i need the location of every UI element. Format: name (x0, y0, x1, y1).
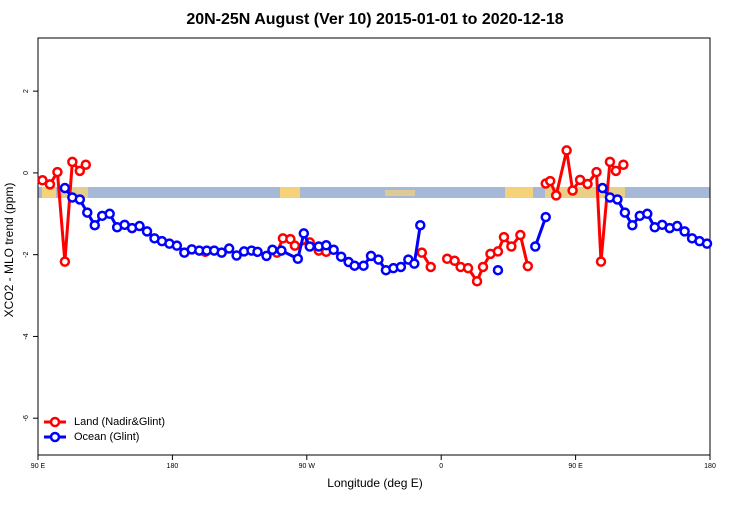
point (395, 261, 407, 273)
legend-marker (49, 431, 61, 443)
point (104, 208, 115, 220)
point (610, 165, 622, 177)
x-tick-label: 90 W (299, 463, 316, 470)
point (567, 185, 578, 196)
point (141, 226, 153, 237)
point (515, 229, 526, 241)
point (52, 166, 63, 178)
point (82, 207, 93, 218)
plot-frame (37, 37, 711, 456)
x-axis-label: Longitude (deg E) (327, 476, 422, 490)
point (492, 264, 504, 276)
chart-title: 20N-25N August (Ver 10) 2015-01-01 to 20… (186, 11, 563, 28)
point (223, 243, 235, 254)
point (612, 194, 623, 205)
series-line (41, 150, 625, 285)
point (409, 258, 420, 269)
point (59, 182, 71, 194)
point (618, 159, 629, 170)
point (74, 165, 86, 177)
point (471, 276, 483, 287)
point (216, 247, 227, 258)
point (89, 219, 100, 231)
point (595, 256, 607, 267)
point (261, 250, 272, 262)
point (44, 179, 56, 190)
x-tick-label: 180 (167, 463, 179, 470)
point (67, 156, 78, 168)
x-tick-label: 0 (439, 463, 443, 470)
point (298, 228, 310, 239)
point (292, 253, 304, 265)
point (477, 261, 489, 273)
point (358, 260, 369, 271)
point (679, 226, 690, 237)
point (59, 256, 71, 267)
x-tick-label: 90 E (31, 463, 46, 470)
x-tick-label: 180 (704, 463, 716, 470)
point (252, 246, 263, 258)
point (561, 145, 572, 156)
point (80, 159, 92, 170)
y-axis-label: XCO2 - MLO trend (ppm) (2, 183, 16, 318)
point (415, 219, 426, 231)
point (701, 238, 713, 249)
y-tick-label: -4 (23, 333, 30, 339)
point (134, 220, 145, 232)
point (642, 208, 653, 220)
point (627, 219, 638, 231)
point (37, 175, 48, 186)
legend-marker (49, 416, 61, 428)
point (671, 220, 683, 232)
point (320, 240, 332, 251)
point (492, 246, 504, 257)
point (574, 174, 586, 186)
point (449, 255, 460, 267)
y-tick-label: -2 (23, 251, 30, 257)
point (416, 247, 428, 258)
y-tick-label: 2 (23, 89, 30, 93)
legend-label: Ocean (Glint) (74, 431, 139, 443)
point (544, 175, 556, 187)
point (462, 262, 474, 274)
point (335, 251, 347, 262)
point (231, 250, 242, 261)
point (619, 207, 631, 218)
point (328, 244, 339, 256)
point (591, 166, 602, 178)
y-tick-label: -6 (23, 415, 30, 421)
point (582, 178, 593, 190)
point (425, 261, 436, 273)
point (498, 231, 510, 243)
point (373, 254, 384, 265)
point (506, 241, 517, 252)
point (604, 156, 616, 168)
point (522, 260, 534, 272)
point (267, 244, 278, 256)
point (597, 182, 608, 194)
legend-label: Land (Nadir&Glint) (74, 416, 165, 428)
point (530, 241, 541, 252)
y-tick-label: 0 (23, 171, 30, 175)
point (304, 241, 316, 252)
point (276, 245, 287, 256)
map-strip (38, 187, 710, 198)
point (550, 190, 562, 201)
point (349, 260, 360, 271)
point (289, 240, 301, 251)
x-tick-label: 90 E (568, 463, 583, 470)
point (74, 194, 86, 205)
point (540, 211, 551, 223)
point (171, 240, 183, 251)
